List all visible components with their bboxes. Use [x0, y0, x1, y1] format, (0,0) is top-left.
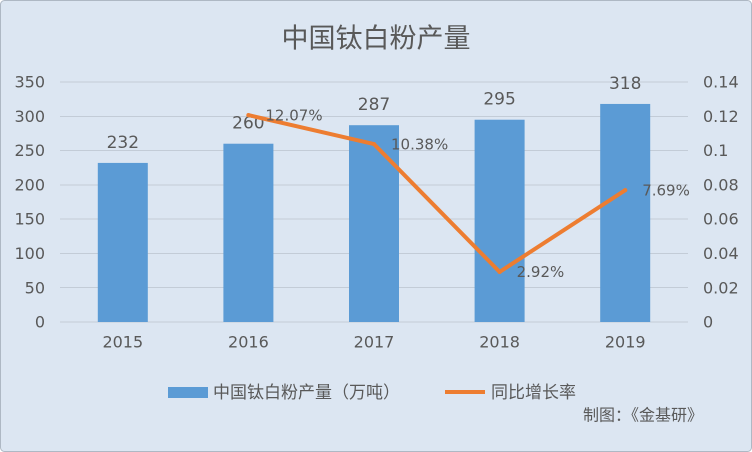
- line-series: [246, 113, 628, 274]
- legend-bar-swatch: [168, 387, 208, 398]
- legend-label-growth-rate: 同比增长率: [491, 383, 576, 403]
- x-tick-label: 2019: [605, 333, 646, 352]
- legend-item-production: 中国钛白粉产量（万吨）: [168, 383, 400, 403]
- y-right-tick-label: 0.08: [703, 175, 739, 194]
- bar: [223, 143, 274, 322]
- y-left-tick-label: 100: [14, 244, 45, 263]
- y-left-tick-label: 0: [35, 313, 45, 332]
- y-left-tick-label: 50: [25, 278, 45, 297]
- growth-rate-label: 2.92%: [517, 263, 565, 281]
- bar: [474, 119, 525, 322]
- y-left-tick-label: 200: [14, 175, 45, 194]
- bar: [600, 103, 651, 322]
- bar: [349, 125, 399, 322]
- growth-rate-point: [246, 113, 251, 118]
- x-tick-label: 2015: [102, 333, 143, 352]
- x-tick-label: 2017: [354, 333, 395, 352]
- y-axis-right: 0 0.02 0.04 0.06 0.08 0.1 0.12 0.14: [703, 73, 739, 332]
- bar-value-label: 232: [107, 133, 139, 153]
- growth-rate-label: 7.69%: [642, 181, 690, 199]
- y-right-tick-label: 0.02: [703, 278, 739, 297]
- y-axis-left: 0 50 100 150 200 250 300 350: [14, 73, 45, 332]
- growth-rate-line: [246, 113, 628, 274]
- y-left-tick-label: 300: [14, 107, 45, 126]
- legend: 中国钛白粉产量（万吨） 同比增长率: [168, 383, 576, 403]
- y-left-tick-label: 350: [14, 73, 45, 92]
- line-data-labels: 12.07% 10.38% 2.92% 7.69%: [265, 106, 689, 281]
- growth-rate-point: [623, 188, 628, 193]
- x-tick-label: 2018: [479, 333, 520, 352]
- growth-rate-label: 12.07%: [265, 106, 322, 124]
- y-right-tick-label: 0.04: [703, 244, 739, 263]
- y-right-tick-label: 0.1: [703, 141, 728, 160]
- x-axis: 2015 2016 2017 2018 2019: [102, 333, 645, 352]
- source-credit: 制图：《金基研》: [583, 406, 703, 425]
- y-right-tick-label: 0.12: [703, 107, 739, 126]
- growth-rate-label: 10.38%: [391, 135, 448, 153]
- growth-rate-point: [497, 269, 502, 274]
- bar: [97, 162, 148, 322]
- bar-value-label: 287: [358, 95, 390, 115]
- chart-title: 中国钛白粉产量: [282, 23, 471, 54]
- x-tick-label: 2016: [228, 333, 269, 352]
- bar-value-label: 295: [483, 90, 515, 110]
- bar-series: [97, 103, 651, 322]
- y-left-tick-label: 150: [14, 210, 45, 229]
- bar-value-label: 318: [609, 74, 641, 94]
- y-left-tick-label: 250: [14, 141, 45, 160]
- y-right-tick-label: 0.14: [703, 73, 739, 92]
- growth-rate-point: [372, 142, 376, 147]
- legend-label-production: 中国钛白粉产量（万吨）: [213, 383, 400, 403]
- legend-item-growth-rate: 同比增长率: [445, 383, 576, 403]
- y-right-tick-label: 0: [703, 313, 713, 332]
- y-right-tick-label: 0.06: [703, 210, 739, 229]
